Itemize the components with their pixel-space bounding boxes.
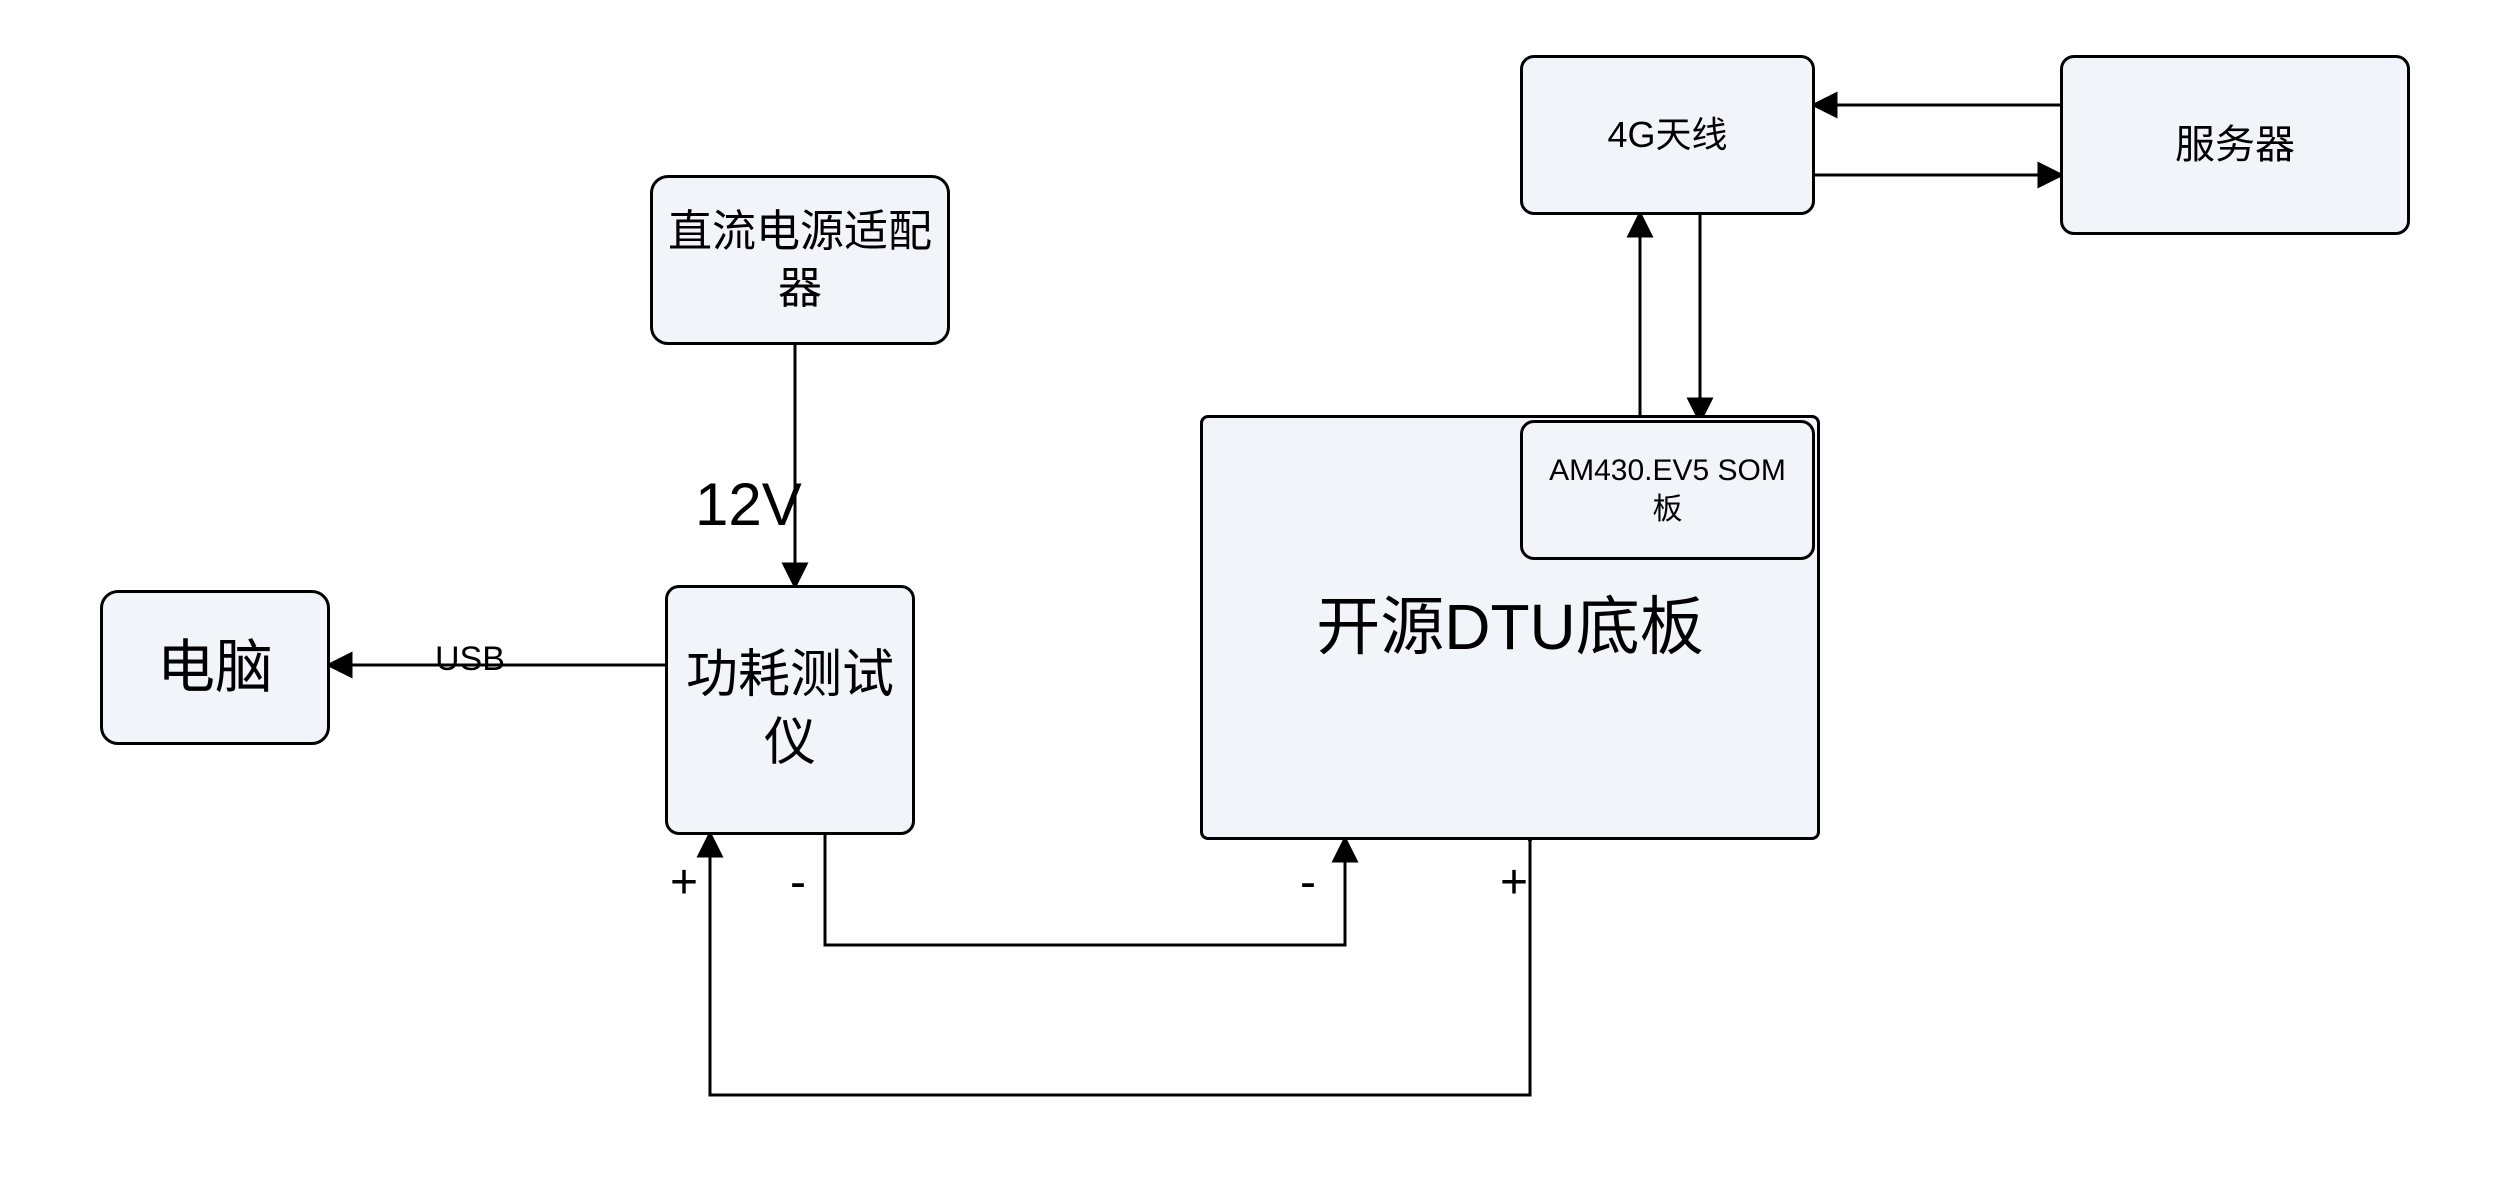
label-dtu-minus: -	[1300, 855, 1316, 910]
node-pc-label: 电脑	[157, 630, 273, 705]
node-antenna-label: 4G天线	[1607, 112, 1727, 159]
label-meter-minus: -	[790, 855, 806, 910]
node-power-meter: 功耗测试仪	[665, 585, 915, 835]
node-adapter-label: 直流电源适配器	[667, 203, 933, 317]
node-computer: 电脑	[100, 590, 330, 745]
node-server-label: 服务器	[2175, 119, 2295, 171]
label-usb: USB	[435, 640, 505, 679]
node-4g-antenna: 4G天线	[1520, 55, 1815, 215]
label-meter-plus: +	[670, 855, 698, 910]
node-som-board: AM430.EV5 SOM板	[1520, 420, 1815, 560]
label-dtu-plus: +	[1500, 855, 1528, 910]
edge-minus-loop	[825, 835, 1345, 945]
edge-plus-loop	[710, 835, 1530, 1095]
node-dtu-label: 开源DTU底板	[1316, 586, 1704, 669]
node-dc-adapter: 直流电源适配器	[650, 175, 950, 345]
node-server: 服务器	[2060, 55, 2410, 235]
node-som-label: AM430.EV5 SOM板	[1537, 451, 1798, 529]
label-12v: 12V	[695, 470, 802, 539]
node-meter-label: 功耗测试仪	[682, 642, 898, 777]
